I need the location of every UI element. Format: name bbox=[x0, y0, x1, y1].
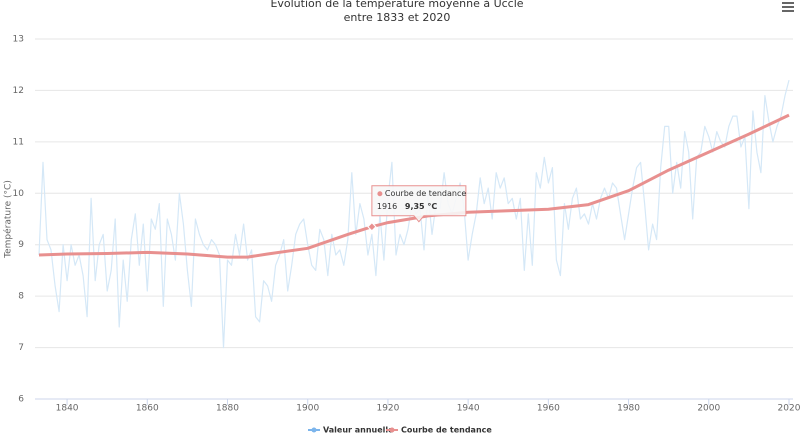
legend-item[interactable]: Courbe de tendance bbox=[386, 426, 492, 435]
y-tick-label: 6 bbox=[18, 395, 24, 405]
x-tick-label: 2020 bbox=[778, 404, 800, 414]
legend-marker bbox=[311, 427, 317, 433]
chart-subtitle: entre 1833 et 2020 bbox=[344, 11, 451, 24]
tooltip: Courbe de tendance 1916 9,35 °C bbox=[371, 185, 467, 223]
tooltip-box bbox=[371, 185, 467, 223]
tooltip-marker bbox=[367, 222, 377, 232]
x-tick-label: 1980 bbox=[617, 404, 640, 414]
y-tick-label: 10 bbox=[13, 189, 25, 199]
y-axis-label: Température (°C) bbox=[3, 180, 14, 259]
x-tick-label: 1880 bbox=[216, 404, 239, 414]
x-tick-label: 2000 bbox=[697, 404, 720, 414]
tooltip-value: 9,35 °C bbox=[405, 202, 438, 211]
x-tick-label: 1900 bbox=[296, 404, 319, 414]
y-tick-label: 12 bbox=[13, 86, 24, 96]
menu-button[interactable] bbox=[782, 2, 794, 12]
x-tick-label: 1840 bbox=[56, 404, 79, 414]
y-tick-label: 8 bbox=[18, 292, 24, 302]
legend-item[interactable]: Valeur annuelle bbox=[308, 426, 394, 435]
y-tick-label: 7 bbox=[18, 343, 24, 353]
x-tick-label: 1940 bbox=[457, 404, 480, 414]
chart-title: Évolution de la température moyenne à Uc… bbox=[270, 0, 523, 10]
legend-label: Courbe de tendance bbox=[401, 426, 492, 435]
y-tick-label: 9 bbox=[18, 240, 24, 250]
tooltip-series: Courbe de tendance bbox=[385, 189, 467, 198]
legend-marker bbox=[389, 427, 395, 433]
y-tick-label: 13 bbox=[13, 35, 24, 45]
x-tick-label: 1960 bbox=[537, 404, 560, 414]
tooltip-dot bbox=[377, 191, 383, 197]
y-tick-label: 11 bbox=[13, 137, 24, 147]
legend-label: Valeur annuelle bbox=[323, 426, 394, 435]
tooltip-x: 1916 bbox=[377, 202, 397, 211]
x-tick-label: 1920 bbox=[376, 404, 399, 414]
x-tick-label: 1860 bbox=[136, 404, 159, 414]
series-line bbox=[38, 113, 790, 259]
